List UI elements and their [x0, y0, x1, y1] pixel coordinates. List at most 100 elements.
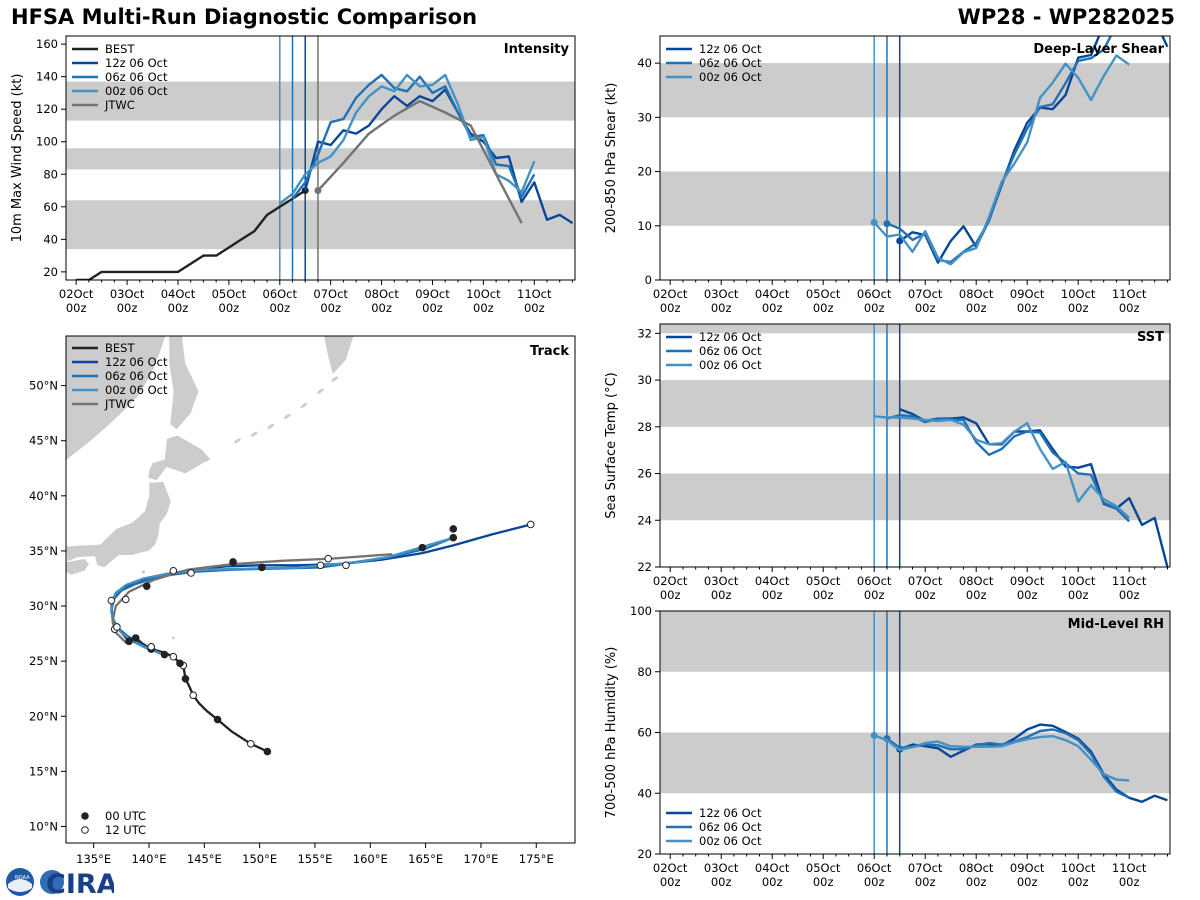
track-ytick-label-1: 15°N: [29, 764, 58, 778]
track-legend-label-4: JTWC: [104, 397, 135, 411]
intensity-xtick-hour-3: 00z: [219, 301, 240, 315]
intensity-ytick-label-3: 80: [43, 167, 58, 181]
track-line-3: [110, 536, 454, 656]
sst-legend-label-0: 12z 06 Oct: [699, 330, 762, 344]
shear-xtick-hour-4: 00z: [864, 301, 885, 315]
intensity-xtick-hour-7: 00z: [422, 301, 443, 315]
track-xtick-label-3: 150°E: [242, 852, 277, 866]
shear-series-2: [873, 54, 1130, 266]
storm-id-title: WP28 - WP282025: [957, 5, 1175, 29]
rh-xtick-hour-4: 00z: [864, 875, 885, 889]
intensity-ytick-label-4: 100: [36, 135, 58, 149]
panel-rh: 02Oct00z03Oct00z04Oct00z05Oct00z06Oct00z…: [604, 604, 1171, 889]
track-point-2-0: [121, 595, 130, 604]
shear-xtick-day-0: 02Oct: [653, 287, 688, 301]
sst-ytick-label-3: 28: [637, 420, 652, 434]
shear-xtick-hour-1: 00z: [711, 301, 732, 315]
track-point-0-3: [189, 691, 198, 700]
shear-ylabel: 200-850 hPa Shear (kt): [604, 83, 619, 234]
track-xtick-label-4: 155°E: [297, 852, 332, 866]
sst-frame: [659, 323, 1171, 568]
rh-xtick-day-4: 06Oct: [857, 861, 892, 875]
intensity-legend-label-0: BEST: [105, 42, 135, 56]
rh-xtick-hour-2: 00z: [762, 875, 783, 889]
track-point-3-2: [342, 561, 350, 570]
intensity-legend-label-2: 06z 06 Oct: [105, 70, 168, 84]
shear-xtick-hour-3: 00z: [813, 301, 834, 315]
sst-xtick-hour-0: 00z: [660, 588, 681, 602]
cira-noaa-logo: NOAA CIRA: [6, 868, 114, 898]
sst-legend-label-2: 00z 06 Oct: [699, 358, 762, 372]
sst-xtick-day-4: 06Oct: [857, 574, 892, 588]
shear-legend-label-0: 12z 06 Oct: [699, 42, 762, 56]
intensity-panel-label: Intensity: [504, 42, 570, 57]
shear-ytick-label-0: 0: [645, 273, 652, 287]
rh-xtick-hour-6: 00z: [966, 875, 987, 889]
rh-ytick-label-0: 20: [637, 847, 652, 861]
intensity-shade-band-1: [66, 148, 575, 170]
shear-xtick-hour-2: 00z: [762, 301, 783, 315]
track-point-1-4: [449, 525, 458, 533]
rh-shade-band-1: [660, 611, 1170, 672]
track-point-1-3: [418, 543, 427, 552]
rh-plot-area: [660, 611, 1170, 854]
sst-xtick-day-3: 05Oct: [806, 574, 841, 588]
sst-ytick-label-1: 24: [637, 513, 652, 527]
track-legend-label-0: BEST: [105, 341, 135, 355]
sst-panel-label: SST: [1137, 330, 1164, 345]
land-kuril-island: [283, 413, 291, 420]
shear-xtick-hour-5: 00z: [915, 301, 936, 315]
track-point-2-1: [187, 569, 195, 577]
sst-xtick-hour-9: 00z: [1119, 588, 1140, 602]
intensity-xtick-day-6: 08Oct: [364, 287, 399, 301]
track-legend-label-2: 06z 06 Oct: [105, 369, 168, 383]
track-ytick-label-0: 10°N: [29, 819, 58, 833]
shear-series-0-start-marker: [896, 237, 904, 245]
rh-xtick-day-1: 03Oct: [704, 861, 739, 875]
track-map-area: [66, 336, 535, 756]
intensity-xtick-day-9: 11Oct: [517, 287, 552, 301]
intensity-ylabel: 10m Max Wind Speed (kt): [10, 74, 25, 243]
shear-xtick-day-4: 06Oct: [857, 287, 892, 301]
intensity-ytick-label-1: 40: [43, 232, 58, 246]
intensity-ytick-label-5: 120: [36, 102, 58, 116]
track-point-1-0: [142, 582, 151, 590]
sst-shade-band-0: [660, 473, 1170, 521]
intensity-series-4: [317, 99, 523, 224]
sst-xtick-hour-8: 00z: [1068, 588, 1089, 602]
track-point-0-2: [213, 715, 222, 724]
track-point-0-10: [131, 634, 140, 642]
rh-xtick-hour-1: 00z: [711, 875, 732, 889]
rh-xtick-day-8: 10Oct: [1061, 861, 1096, 875]
rh-xtick-day-3: 05Oct: [806, 861, 841, 875]
rh-legend-label-2: 00z 06 Oct: [699, 834, 762, 848]
shear-xtick-day-2: 04Oct: [755, 287, 790, 301]
intensity-xtick-day-3: 05Oct: [212, 287, 247, 301]
land-hokkaido: [147, 434, 212, 481]
track-point-0-7: [169, 652, 178, 661]
intensity-xtick-hour-1: 00z: [117, 301, 138, 315]
rh-xtick-day-9: 11Oct: [1112, 861, 1147, 875]
land-kyushu: [66, 572, 67, 582]
shear-xtick-day-8: 10Oct: [1061, 287, 1096, 301]
track-marker-legend-label-1: 12 UTC: [105, 823, 146, 837]
sst-xtick-day-1: 03Oct: [704, 574, 739, 588]
intensity-xtick-hour-2: 00z: [168, 301, 189, 315]
sst-ytick-label-2: 26: [637, 467, 652, 481]
rh-xtick-hour-3: 00z: [813, 875, 834, 889]
intensity-xtick-hour-4: 00z: [269, 301, 290, 315]
sst-xtick-day-0: 02Oct: [653, 574, 688, 588]
intensity-xtick-hour-5: 00z: [320, 301, 341, 315]
rh-ytick-label-4: 100: [630, 604, 652, 618]
track-xtick-label-8: 175°E: [519, 852, 554, 866]
track-point-4-3: [324, 554, 333, 563]
sst-xtick-hour-1: 00z: [711, 588, 732, 602]
intensity-xtick-day-5: 07Oct: [313, 287, 348, 301]
land-kuril-island: [300, 402, 308, 409]
land-kuril-island: [234, 438, 241, 444]
intensity-xtick-hour-0: 00z: [66, 301, 87, 315]
intensity-frame: [65, 35, 576, 281]
shear-legend-label-2: 00z 06 Oct: [699, 70, 762, 84]
track-ytick-label-3: 25°N: [29, 654, 58, 668]
